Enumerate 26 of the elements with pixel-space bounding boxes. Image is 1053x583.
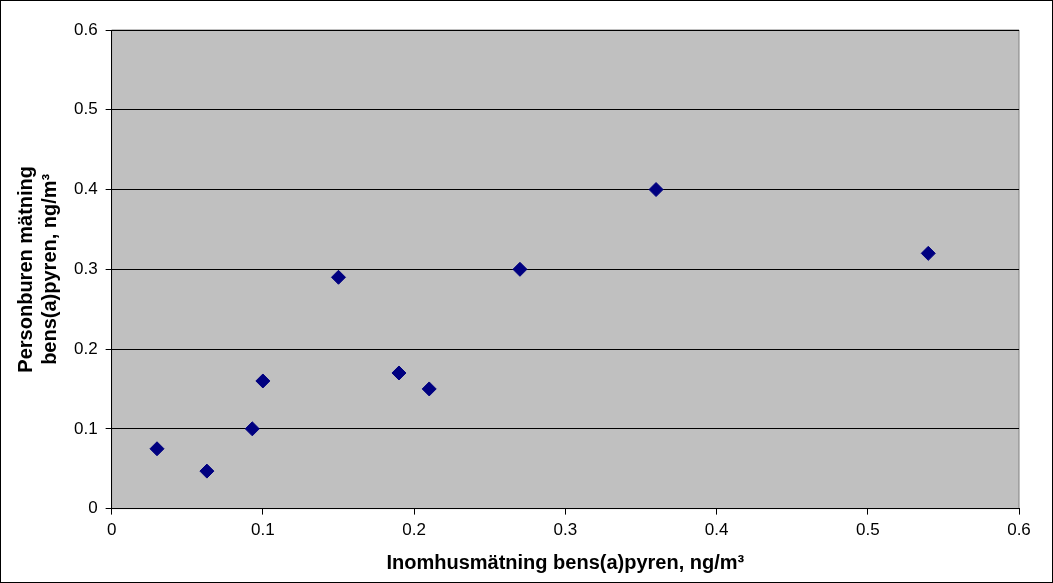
y-tick-label: 0.1 (73, 418, 98, 438)
point (648, 182, 664, 198)
point (512, 261, 528, 277)
x-tick-label: 0.2 (402, 520, 426, 540)
y-tick-label: 0.5 (73, 99, 98, 119)
y-tick-label: 0.3 (73, 258, 98, 278)
y-tick-label: 0.4 (73, 179, 98, 199)
point (920, 245, 936, 261)
x-tick-label: 0.1 (251, 520, 275, 540)
y-tick-label: 0.6 (73, 19, 98, 39)
point (330, 269, 346, 285)
point (391, 365, 407, 381)
y-axis-title: Personburen mätning bens(a)pyren, ng/m³ (13, 165, 60, 373)
x-tick-label: 0.6 (1007, 520, 1031, 540)
x-axis-title: Inomhusmätning bens(a)pyren, ng/m³ (386, 550, 745, 573)
point (255, 373, 271, 389)
x-tick-label: 0.3 (553, 520, 578, 540)
point (421, 381, 437, 397)
y-tick-label: 0.2 (73, 338, 98, 358)
y-tick-label: 0 (88, 498, 98, 518)
point (199, 463, 215, 479)
x-tick-label: 0 (106, 520, 117, 540)
x-tick-label: 0.5 (855, 520, 880, 540)
point (244, 421, 260, 437)
x-tick-label: 0.4 (704, 520, 729, 540)
point (149, 441, 165, 457)
